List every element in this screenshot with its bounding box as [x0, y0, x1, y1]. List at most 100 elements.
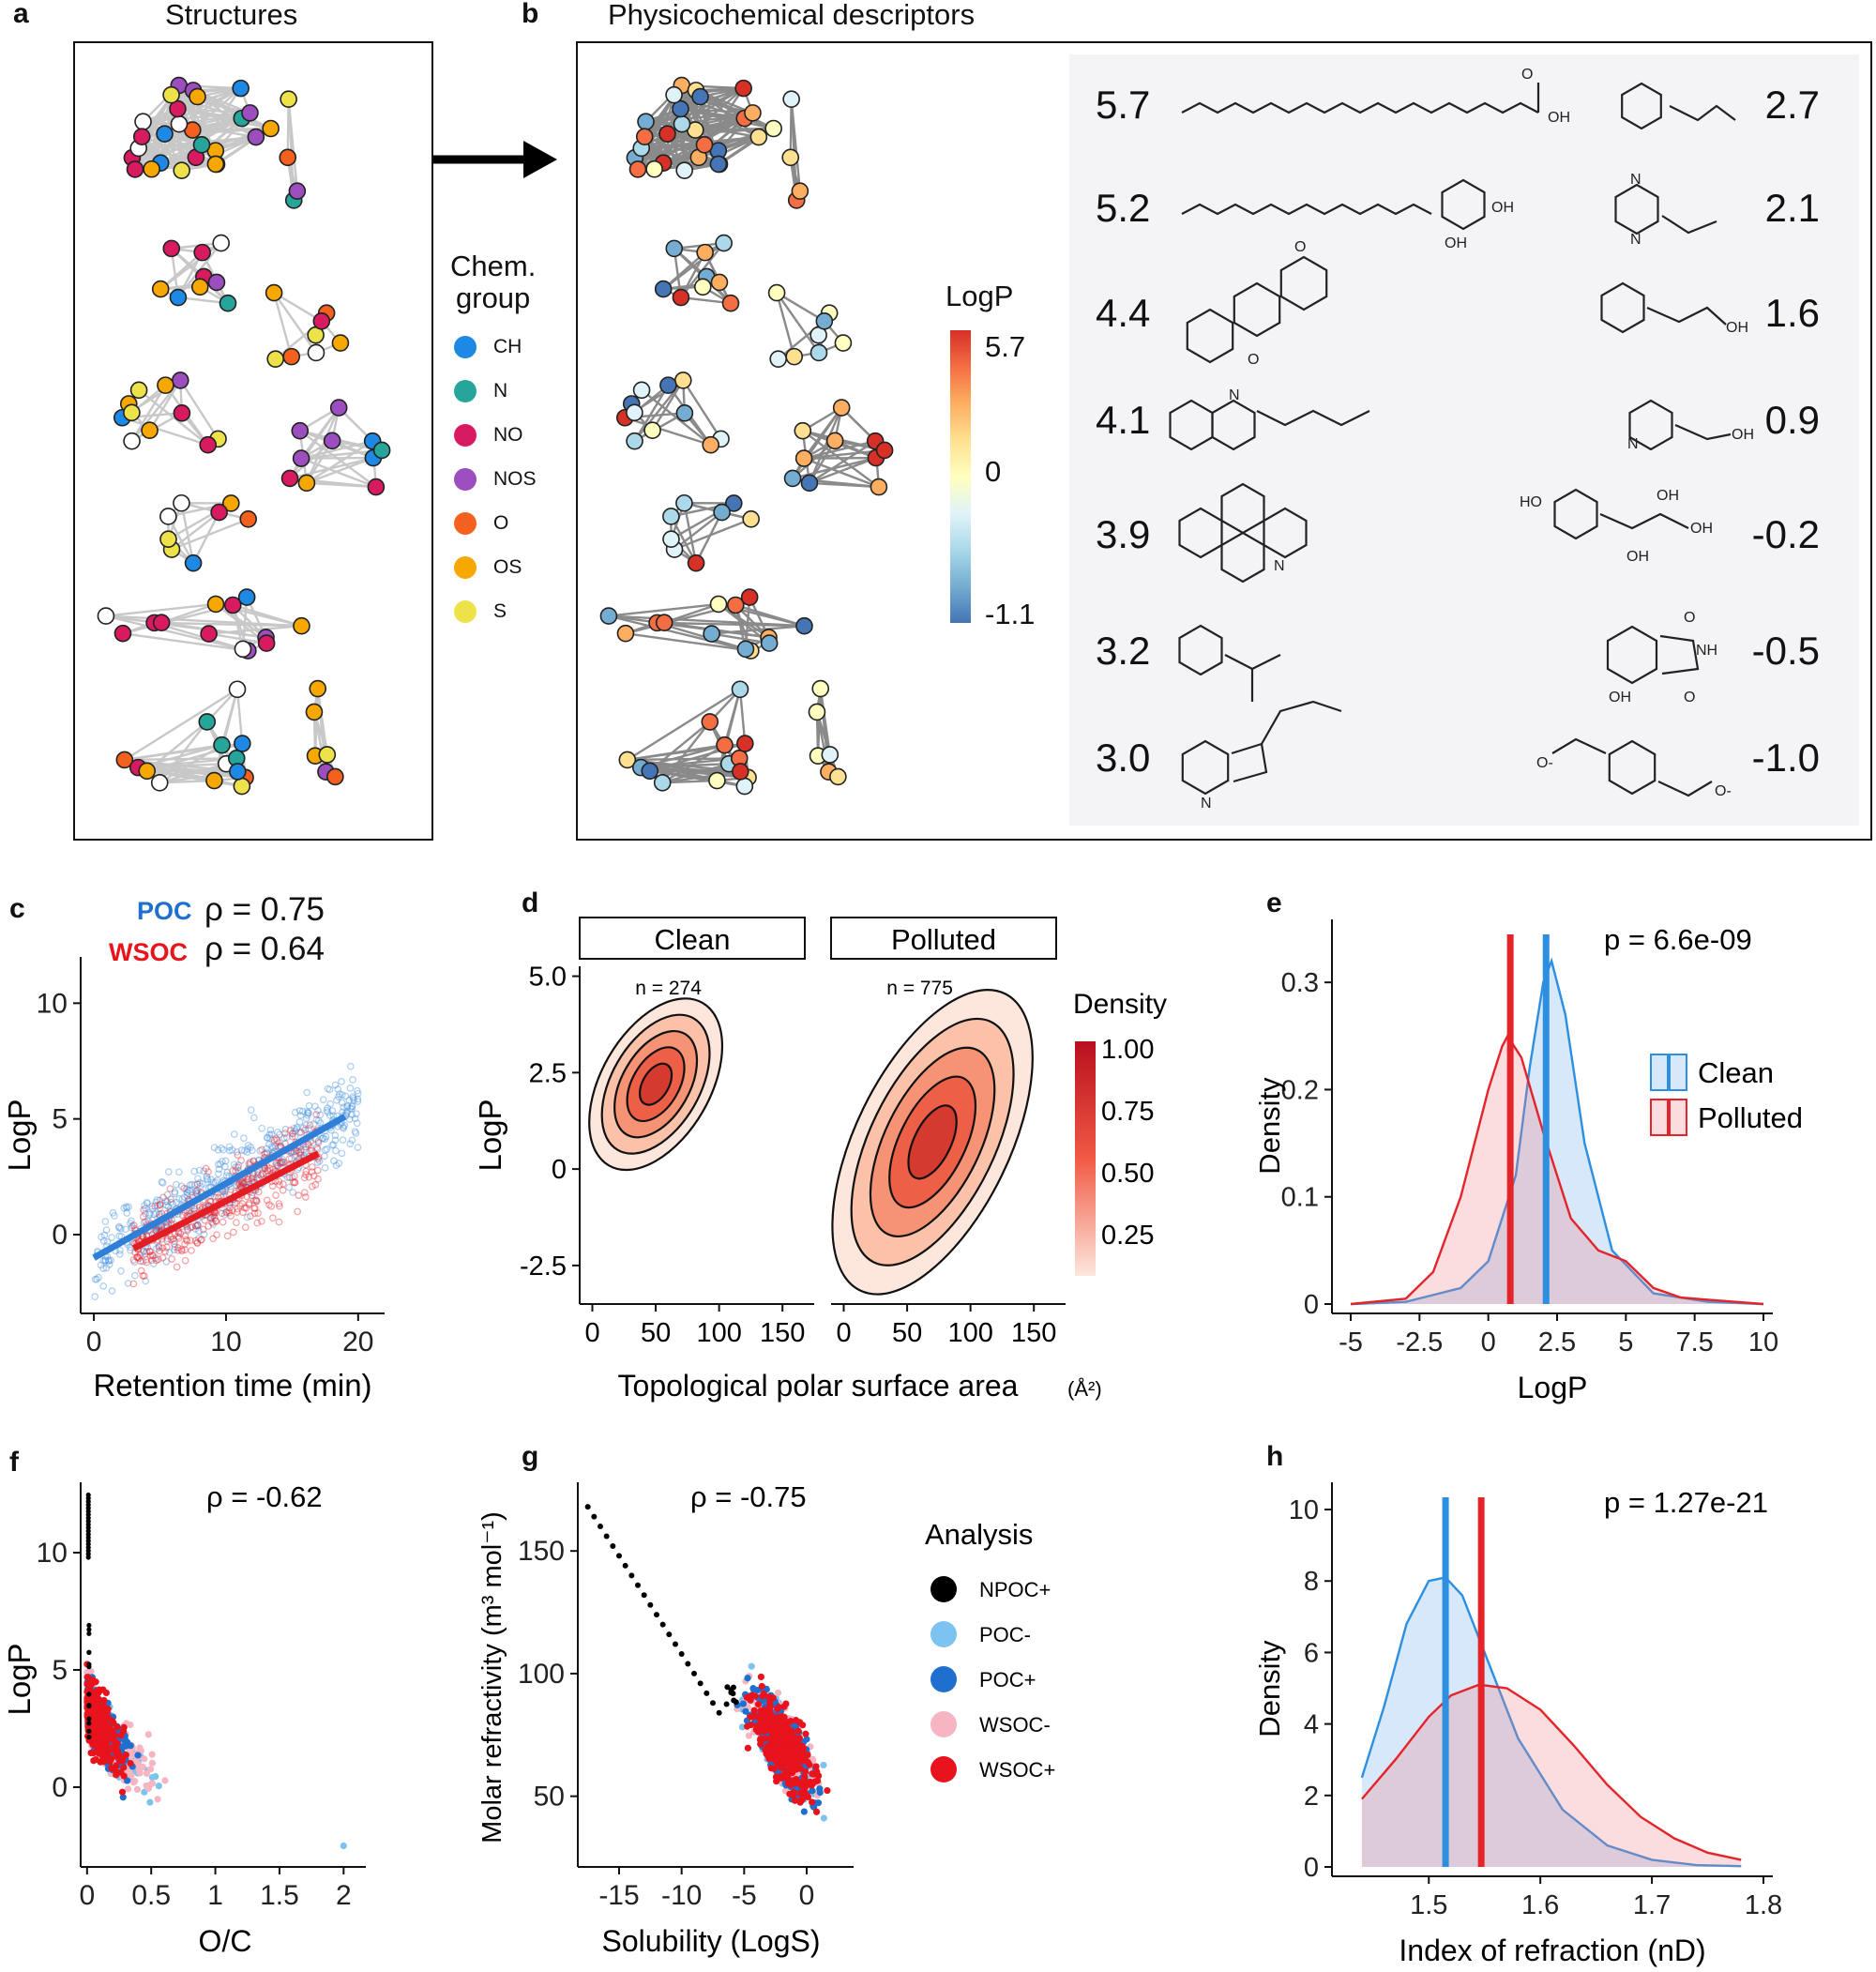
x-tick-label: -10 [661, 1880, 702, 1911]
poc-point [102, 1264, 111, 1272]
hydroxyl-label: OH [1626, 549, 1649, 565]
panel-a-network [97, 76, 391, 796]
rho-label: ρ = -0.75 [690, 1480, 807, 1513]
network-node [123, 432, 141, 450]
poc-point [174, 1229, 183, 1237]
poc-point [339, 1136, 347, 1144]
oxygen-label: O- [1715, 783, 1732, 799]
data-point [118, 1788, 127, 1796]
npoc-point [598, 1524, 603, 1530]
network-node [162, 239, 181, 258]
facet-label-clean: Clean [655, 923, 731, 956]
legend-label: CH [493, 336, 522, 357]
network-node [635, 128, 654, 145]
wsoc-point [265, 1201, 273, 1209]
poc-point [218, 1144, 226, 1152]
wsoc-point [136, 1251, 144, 1259]
network-edge [809, 481, 879, 489]
data-point [764, 1707, 772, 1716]
poc-point [171, 1237, 178, 1246]
network-edge [673, 94, 760, 139]
logp-value-left: 3.2 [1096, 629, 1151, 673]
poc-point [331, 1081, 340, 1089]
data-point [109, 1743, 116, 1751]
poc-point [302, 1121, 310, 1130]
poc-point [159, 1179, 167, 1187]
panel-b-box [576, 41, 1872, 841]
network-node [675, 493, 693, 512]
network-edge [624, 417, 712, 447]
network-node [760, 634, 779, 652]
data-point [794, 1727, 802, 1735]
network-node [329, 399, 348, 417]
network-node [156, 125, 174, 143]
npoc-point [85, 1492, 91, 1498]
poc-point [331, 1136, 340, 1145]
poc-point [220, 1211, 229, 1219]
npoc-point [591, 1513, 598, 1520]
network-node [115, 751, 134, 769]
network-edge [300, 439, 373, 460]
poc-point [191, 1225, 200, 1233]
network-edge [802, 430, 880, 489]
wsoc-point [189, 1222, 196, 1231]
network-node [735, 777, 754, 796]
network-edge [167, 515, 195, 564]
x-tick-label: 1.5 [1410, 1890, 1447, 1920]
network-node [219, 294, 237, 312]
poc-point [354, 1086, 361, 1095]
network-edge [790, 99, 802, 191]
network-node [297, 474, 316, 493]
wsoc-point [244, 1176, 251, 1184]
poc-point [139, 1257, 147, 1266]
wsoc-point [275, 1200, 283, 1207]
network-edge [627, 688, 741, 761]
network-node [173, 161, 190, 179]
data-point [772, 1773, 780, 1781]
network-edge [289, 439, 333, 479]
network-node [811, 679, 830, 698]
catechol-ring [1441, 178, 1486, 231]
wsoc-point [225, 1206, 233, 1215]
data-point [144, 1731, 152, 1738]
poc-point [263, 1145, 270, 1153]
npoc-point [86, 1721, 92, 1726]
npoc-point [697, 1680, 704, 1687]
poc-point [210, 1211, 219, 1220]
wsoc-point [269, 1214, 277, 1222]
poc-point [180, 1193, 189, 1202]
poc-point [196, 1178, 204, 1187]
network-edge [608, 614, 751, 652]
network-edge [208, 632, 267, 645]
wsoc-point [244, 1175, 252, 1183]
x-tick-label: 1.5 [260, 1880, 299, 1911]
wsoc-point [308, 1163, 316, 1171]
data-point [113, 1762, 120, 1769]
poc-point [243, 1213, 251, 1221]
poc-point [154, 1202, 162, 1210]
network-node [662, 508, 680, 525]
data-point [120, 1764, 128, 1771]
data-point [154, 1796, 161, 1803]
poc-point [186, 1181, 194, 1190]
panel-h-density: 1.5 1.6 1.7 1.8 10 8 6 4 2 0 p = 1.27e-21 Index of … [1253, 1482, 1782, 1967]
npoc-point [731, 1697, 737, 1704]
poc-point [238, 1179, 247, 1188]
wsoc-point [227, 1212, 234, 1220]
npoc-point [730, 1684, 736, 1691]
network-edge [306, 481, 376, 489]
network-node [151, 280, 170, 298]
poc-point [164, 1168, 173, 1176]
wsoc-point [295, 1148, 303, 1157]
data-point [757, 1740, 764, 1748]
poc-point [338, 1077, 345, 1085]
poc-point [325, 1112, 334, 1119]
poc-point [293, 1146, 301, 1155]
data-point [754, 1701, 763, 1708]
wsoc-point [258, 1217, 265, 1225]
poc-point [215, 1165, 223, 1174]
y-tick-label: 0 [552, 1155, 567, 1185]
wsoc-point [222, 1208, 231, 1217]
oxygen-label: O [1684, 690, 1695, 705]
poc-point [148, 1205, 157, 1213]
